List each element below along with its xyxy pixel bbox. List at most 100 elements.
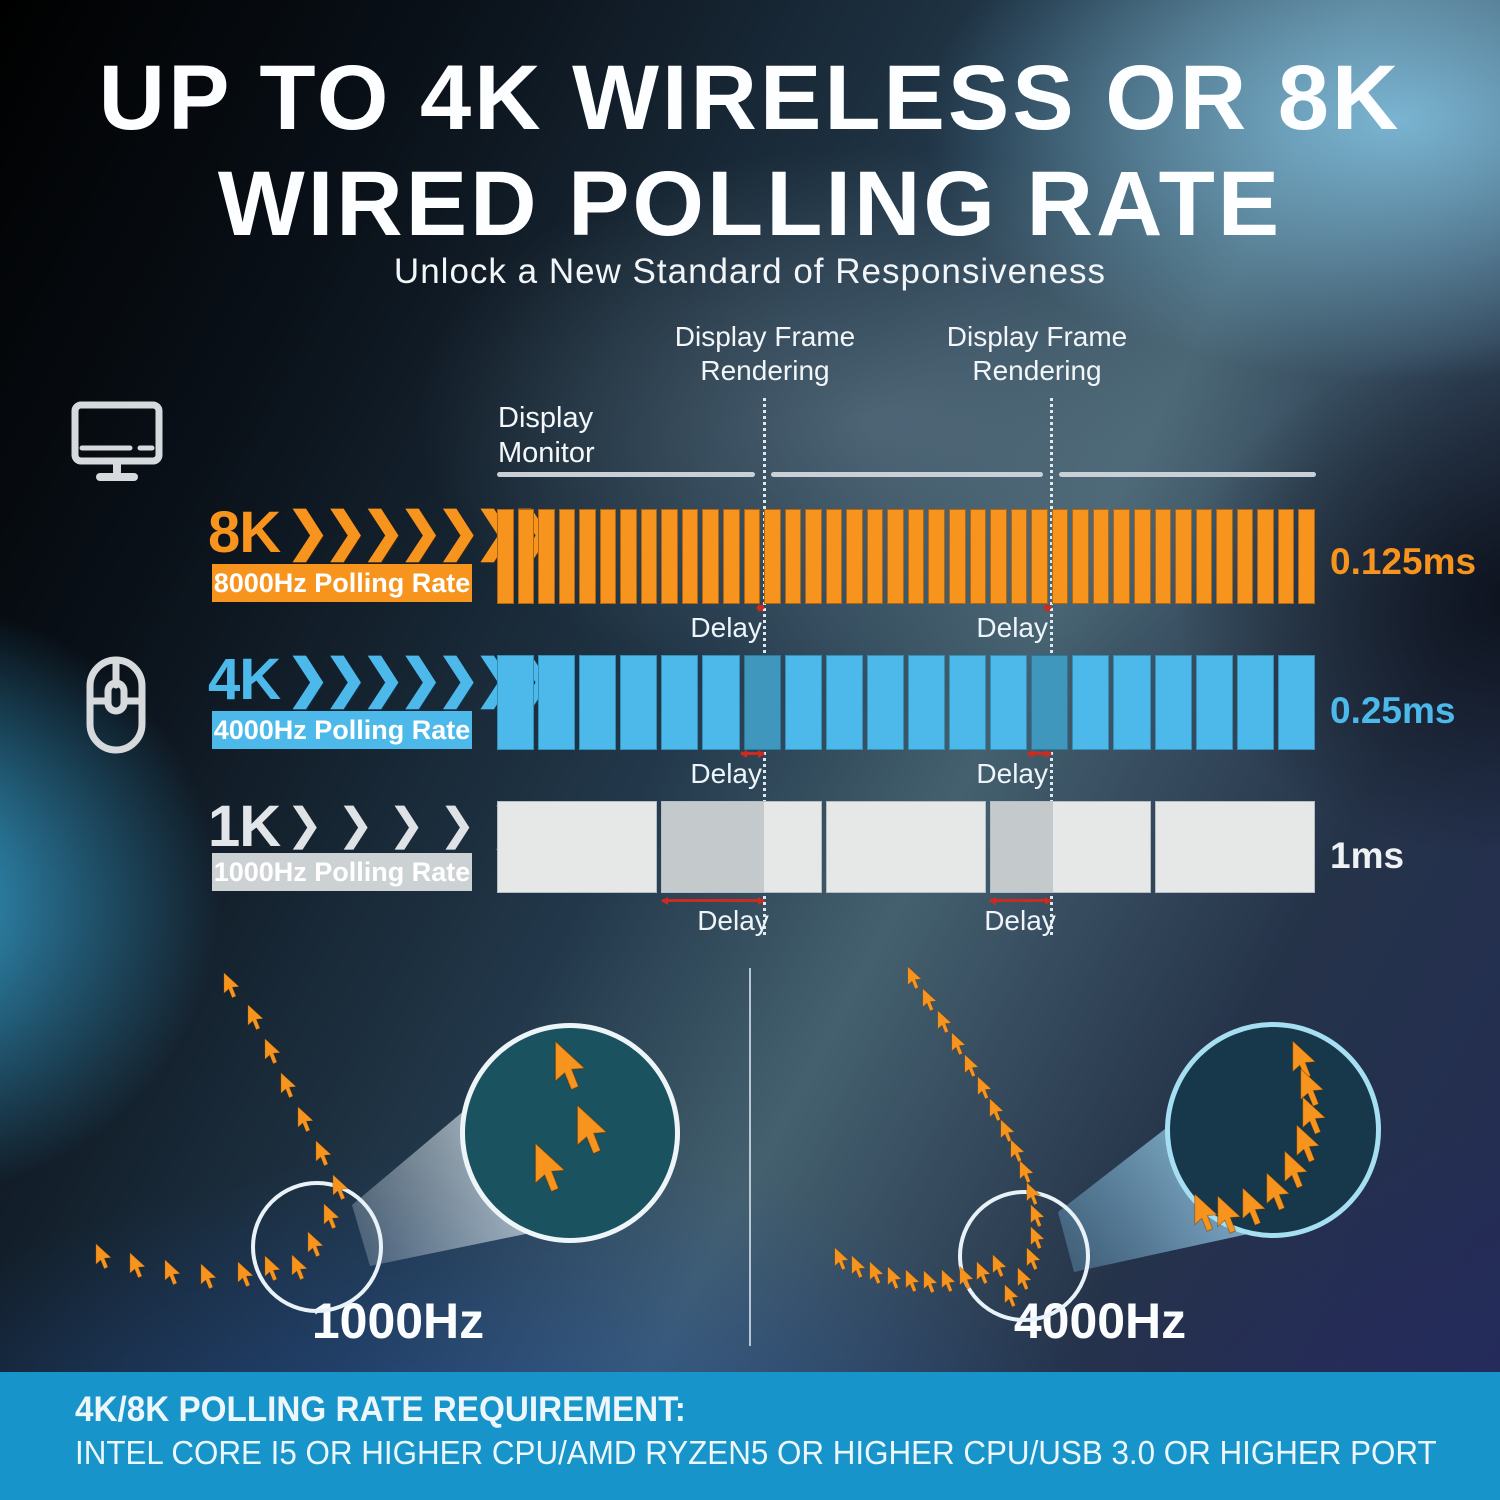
poll-bar bbox=[661, 509, 678, 604]
poll-bar bbox=[969, 509, 987, 604]
row-4k-badge-text: 4K bbox=[208, 647, 281, 712]
mouse-cursor-icon bbox=[246, 1003, 265, 1031]
mouse-cursor-icon bbox=[950, 1031, 967, 1056]
poll-bar bbox=[805, 509, 822, 604]
frame-rendering-label-2: Display Frame Rendering bbox=[907, 320, 1167, 388]
mouse-cursor-icon bbox=[163, 1258, 182, 1286]
poll-bar bbox=[1010, 509, 1028, 604]
mouse-cursor-icon bbox=[128, 1251, 147, 1279]
mouse-cursor-icon bbox=[1298, 1067, 1326, 1108]
poll-bar bbox=[1031, 509, 1048, 604]
monitor-timeline-segment-2 bbox=[771, 472, 1043, 477]
poll-bar bbox=[928, 509, 946, 604]
frame-rendering-label-2-line1: Display Frame bbox=[946, 321, 1128, 352]
display-monitor-label-line2: Monitor bbox=[498, 437, 595, 469]
frame-rendering-label-1-line2: Rendering bbox=[700, 355, 830, 386]
poll-bar bbox=[1277, 509, 1295, 604]
poll-bar bbox=[784, 655, 822, 750]
mouse-cursor-icon bbox=[532, 1141, 568, 1194]
poll-bar bbox=[825, 801, 987, 893]
monitor-timeline-segment-3 bbox=[1059, 472, 1316, 477]
delayed-segment bbox=[662, 802, 764, 892]
row-1k-bars bbox=[497, 801, 1316, 893]
poll-bar bbox=[1257, 509, 1274, 604]
mouse-cursor-icon bbox=[922, 1269, 939, 1294]
poll-bar bbox=[1113, 509, 1130, 604]
display-monitor-label: Display Monitor bbox=[498, 401, 595, 471]
delay-label: Delay bbox=[690, 758, 762, 789]
mouse-cursor-icon bbox=[94, 1242, 113, 1270]
mouse-cursor-icon bbox=[263, 1254, 282, 1282]
footer-requirement-band: 4K/8K POLLING RATE REQUIREMENT: INTEL CO… bbox=[0, 1372, 1500, 1500]
display-monitor-label-line1: Display bbox=[498, 402, 594, 434]
poll-bar bbox=[907, 509, 925, 604]
poll-bar bbox=[887, 509, 904, 604]
poll-bar bbox=[1298, 509, 1315, 604]
poll-bar bbox=[538, 509, 555, 604]
delay-span-arrow bbox=[1027, 750, 1052, 758]
poll-bar bbox=[990, 655, 1028, 750]
poll-bar bbox=[784, 509, 802, 604]
mouse-cursor-icon bbox=[314, 1139, 333, 1167]
mouse-cursor-icon bbox=[1029, 1225, 1046, 1250]
delay-label: Delay bbox=[976, 758, 1048, 789]
frame-rendering-label-1-line1: Display Frame bbox=[674, 321, 856, 352]
mouse-cursor-icon bbox=[296, 1105, 315, 1133]
delay-label: Delay bbox=[690, 612, 762, 643]
comparison-divider bbox=[749, 968, 751, 1346]
poll-bar bbox=[497, 509, 514, 604]
mouse-cursor-icon bbox=[833, 1246, 850, 1271]
poll-bar bbox=[907, 655, 946, 750]
chevrons-icon: ❯❯❯❯❯ bbox=[286, 800, 541, 849]
poll-bar bbox=[702, 509, 720, 604]
row-1k-badge: 1K ❯❯❯❯❯ bbox=[208, 798, 541, 856]
poll-bar bbox=[497, 655, 535, 750]
row-8k-badge-text: 8K bbox=[208, 500, 281, 565]
poll-bar bbox=[1092, 509, 1110, 604]
poll-bar bbox=[1277, 655, 1315, 750]
mouse-cursor-icon bbox=[1003, 1283, 1020, 1308]
delay-span-arrow bbox=[989, 897, 1052, 905]
poll-bar bbox=[990, 801, 1151, 893]
mouse-cursor-icon bbox=[904, 1268, 921, 1293]
mouse-cursor-icon bbox=[1240, 1186, 1268, 1227]
mouse-cursor-icon bbox=[921, 987, 938, 1012]
mouse-cursor-icon bbox=[976, 1075, 993, 1100]
poll-bar bbox=[558, 509, 576, 604]
mouse-cursor-icon bbox=[1029, 1203, 1046, 1228]
poll-bar bbox=[497, 801, 658, 893]
mouse-cursor-icon bbox=[958, 1265, 975, 1290]
delay-label: Delay bbox=[984, 905, 1056, 936]
mouse-cursor-icon bbox=[1294, 1123, 1322, 1164]
poll-bar bbox=[825, 655, 863, 750]
mouse-cursor-icon bbox=[279, 1071, 298, 1099]
poll-bar bbox=[620, 655, 658, 750]
poll-bar bbox=[990, 509, 1007, 604]
poll-bar bbox=[538, 655, 576, 750]
row-1k-sublabel: 1000Hz Polling Rate bbox=[212, 853, 472, 891]
poll-bar bbox=[620, 509, 637, 604]
mouse-cursor-icon bbox=[975, 1260, 992, 1285]
row-1k-badge-text: 1K bbox=[208, 794, 281, 859]
poll-bar bbox=[1195, 509, 1213, 604]
mouse-cursor-icon bbox=[886, 1265, 903, 1290]
delayed-segment bbox=[991, 802, 1053, 892]
mouse-cursor-icon bbox=[1018, 1159, 1035, 1184]
row-8k-latency: 0.125ms bbox=[1330, 541, 1477, 582]
mouse-cursor-icon bbox=[306, 1230, 325, 1258]
poll-bar bbox=[1113, 655, 1151, 750]
mouse-icon bbox=[85, 655, 147, 760]
mouse-cursor-icon bbox=[1282, 1149, 1310, 1190]
title-line2: WIRED POLLING RATE bbox=[217, 153, 1283, 255]
delay-span-arrow bbox=[756, 604, 765, 612]
poll-bar bbox=[1195, 655, 1233, 750]
mouse-cursor-icon bbox=[1215, 1194, 1243, 1235]
poll-bar bbox=[661, 655, 699, 750]
poll-bar bbox=[661, 801, 822, 893]
poll-bar bbox=[866, 509, 884, 604]
poll-bar bbox=[579, 509, 596, 604]
mouse-cursor-icon bbox=[290, 1253, 309, 1281]
row-4k-sublabel: 4000Hz Polling Rate bbox=[212, 711, 472, 749]
mouse-cursor-icon bbox=[552, 1039, 588, 1092]
